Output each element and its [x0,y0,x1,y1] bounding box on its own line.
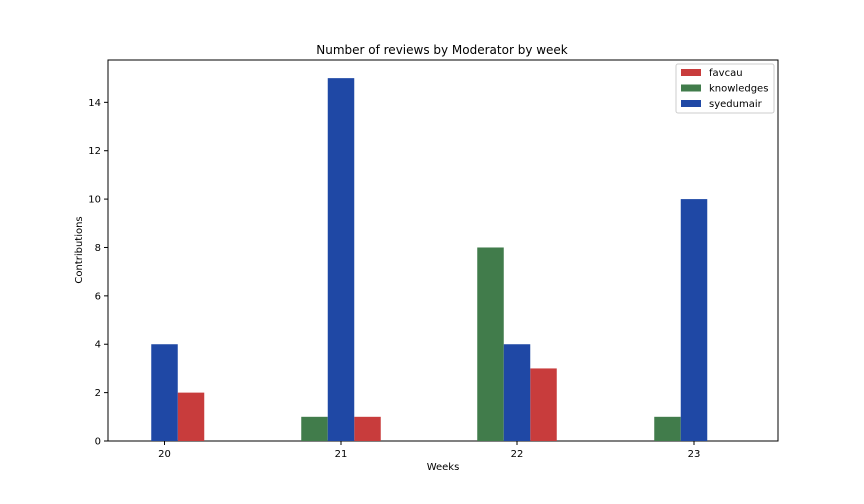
x-axis-ticks: 20 21 22 23 [158,441,700,460]
bar-syedumair-23 [680,199,708,441]
legend-swatch-knowledges [681,84,701,92]
y-tick-label: 12 [88,146,101,157]
legend: favcau knowledges syedumair [675,63,775,114]
bar-knowledges-23 [654,416,681,441]
bar-favcau-22 [530,368,557,441]
y-axis-ticks: 0 2 4 6 8 10 12 14 [88,98,108,448]
bar-knowledges-22 [477,247,504,441]
bar-favcau-20 [177,392,205,441]
x-tick-label: 22 [511,449,524,460]
plot-area: 20 21 22 23 0 2 4 6 8 10 12 14 [88,59,779,460]
x-tick-label: 21 [335,449,348,460]
legend-swatch-favcau [681,69,701,76]
y-axis-label: Contributions [74,216,85,283]
bar-favcau-21 [354,416,381,441]
x-tick-label: 20 [158,449,171,460]
chart-title: Number of reviews by Moderator by week [316,43,568,57]
x-axis-label: Weeks [427,462,460,473]
legend-label-knowledges: knowledges [709,84,768,95]
bar-knowledges-21 [301,416,328,441]
y-tick-label: 6 [95,291,101,302]
y-tick-label: 14 [88,98,101,109]
bar-syedumair-22 [503,344,531,441]
y-tick-label: 10 [88,195,101,206]
bar-syedumair-20 [151,344,178,441]
plot-frame [107,59,779,442]
legend-items: favcau knowledges syedumair [681,68,768,110]
bar-syedumair-21 [327,78,355,441]
y-tick-label: 4 [95,340,101,351]
y-tick-label: 0 [95,437,101,448]
y-tick-label: 2 [95,388,101,399]
legend-label-favcau: favcau [709,68,743,79]
bars [151,78,708,441]
x-tick-label: 23 [688,449,701,460]
y-tick-label: 8 [95,243,101,254]
legend-swatch-syedumair [681,100,701,107]
legend-label-syedumair: syedumair [709,99,763,110]
